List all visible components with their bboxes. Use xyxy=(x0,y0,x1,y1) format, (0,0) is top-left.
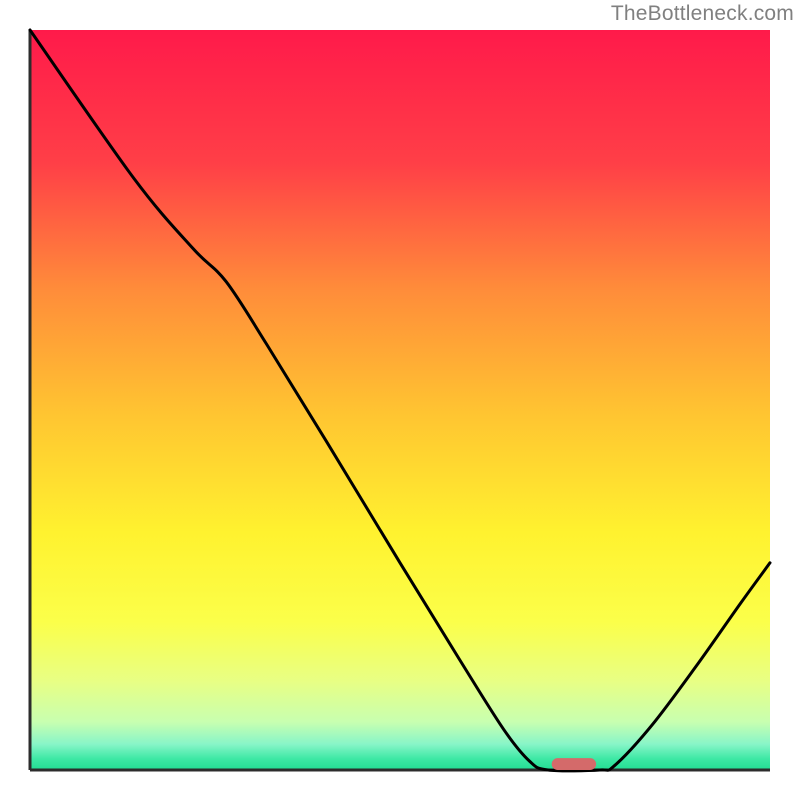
plot-background xyxy=(30,30,770,770)
bottleneck-chart xyxy=(0,0,800,800)
chart-root: { "meta": { "watermark": "TheBottleneck.… xyxy=(0,0,800,800)
highlight-pill xyxy=(552,758,596,770)
